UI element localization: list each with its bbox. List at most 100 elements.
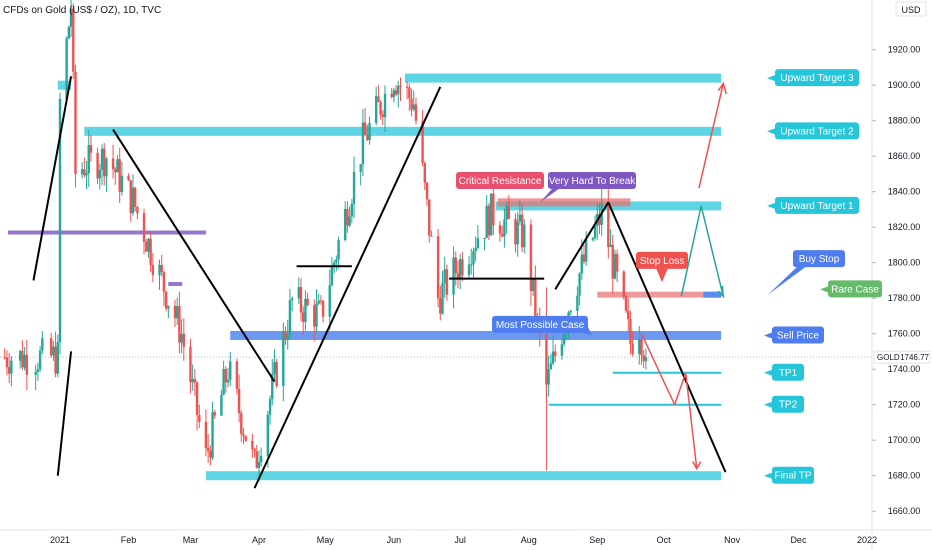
candle-body [474, 248, 477, 252]
critical-resistance-zone [497, 198, 631, 207]
sell-projection-1 [640, 333, 676, 406]
last-price-bg [873, 350, 931, 364]
candle-body [613, 253, 617, 279]
support-purple-zone [8, 230, 206, 235]
candle-body [220, 394, 223, 416]
candle-body [500, 234, 504, 237]
candle-body [19, 351, 22, 361]
final-tp-callout[interactable]: Final TP [764, 466, 814, 484]
critical-resistance-callout-label: Critical Resistance [459, 176, 542, 187]
price-tick-label: 1760.00 [888, 329, 921, 339]
candle-body [96, 152, 99, 179]
candle-body [162, 271, 166, 292]
rare-case-callout-pointer [820, 286, 828, 293]
candle-body [346, 208, 349, 226]
price-tick-label: 1780.00 [888, 293, 921, 303]
candle-body [551, 351, 555, 364]
time-tick-label: Feb [121, 535, 137, 545]
candle-body [105, 158, 108, 177]
tp2-callout[interactable]: TP2 [764, 395, 804, 413]
candle-body [118, 159, 121, 192]
symbol-title[interactable]: CFDs on Gold (US$ / OZ), 1D, TVC [3, 5, 161, 16]
candle-body [317, 300, 320, 304]
candle-body [213, 412, 216, 416]
candle-body [443, 269, 446, 284]
arrow-head-icon [717, 81, 728, 95]
candle-body [585, 239, 588, 262]
candle-body [328, 285, 331, 317]
candle-body [36, 369, 40, 372]
candle-body [193, 378, 197, 383]
very-hard-to-break-callout[interactable]: Very Hard To Break [540, 172, 636, 203]
candle-body [242, 434, 245, 436]
candle-body [58, 98, 62, 343]
candle-body [189, 346, 192, 383]
candle-body [275, 362, 278, 386]
price-tick-label: 1840.00 [888, 187, 921, 197]
critical-resistance-callout[interactable]: Critical Resistance [456, 172, 544, 190]
stop-loss-callout-bg [636, 251, 688, 269]
upward-target-2-callout[interactable]: Upward Target 2 [767, 122, 859, 140]
tp1-callout-pointer [764, 369, 772, 376]
candle-body [52, 346, 55, 356]
candle-body [240, 413, 243, 435]
stop-loss-zone [597, 291, 722, 298]
currency-badge-bg [895, 1, 927, 17]
candle-body [562, 332, 566, 345]
price-tick-label: 1700.00 [888, 435, 921, 445]
candle-body [580, 254, 583, 274]
candle-body [483, 237, 486, 239]
stop-loss-callout[interactable]: Stop Loss [636, 251, 688, 283]
candle-body [514, 218, 517, 245]
candle-body [131, 187, 135, 214]
candle-body [472, 251, 475, 265]
price-tick-label: 1820.00 [888, 222, 921, 232]
candle-body [299, 286, 303, 313]
buy-stop-zone [703, 291, 722, 298]
candle-body [452, 257, 455, 295]
candle-body [224, 369, 228, 383]
candle-body [282, 331, 285, 386]
candle-body [158, 264, 161, 276]
last-price-label[interactable]: GOLD 1746.77 [873, 350, 931, 364]
candle-body [209, 451, 212, 458]
candle-body [204, 421, 208, 449]
tp1-callout[interactable]: TP1 [764, 363, 804, 381]
candle-body [350, 203, 354, 217]
candle-body [622, 271, 625, 297]
candle-body [591, 238, 595, 240]
candle-body [136, 206, 139, 214]
trendline-down-feb [112, 129, 276, 383]
candle-body [151, 264, 155, 276]
sell-projection-3 [684, 372, 698, 469]
upward-target-3-callout[interactable]: Upward Target 3 [767, 69, 859, 87]
buy-stop-callout[interactable]: Buy Stop [768, 250, 845, 295]
candle-body [34, 371, 37, 375]
candle-body [167, 305, 170, 309]
time-tick-label: Jul [454, 535, 466, 545]
candle-body [69, 8, 73, 27]
rare-case-leg-2 [700, 205, 725, 297]
candle-body [534, 278, 537, 319]
candle-body [89, 145, 93, 153]
candle-body [467, 264, 471, 276]
upward-target-3-callout-pointer [767, 75, 775, 82]
rare-case-callout[interactable]: Rare Case [820, 280, 882, 298]
candle-body [332, 262, 336, 266]
sell-price-callout[interactable]: Sell Price [764, 326, 824, 344]
candle-body [428, 199, 431, 236]
candle-body [569, 310, 572, 313]
candle-body [302, 312, 305, 322]
candle-body [423, 163, 427, 183]
upward-target-1-callout[interactable]: Upward Target 1 [767, 196, 859, 214]
candle-body [206, 448, 210, 452]
currency-badge[interactable]: USD [895, 1, 927, 17]
most-possible-case-callout[interactable]: Most Possible Case [492, 315, 592, 336]
trendline-up-jan [56, 351, 73, 476]
stop-loss-callout-pointer [656, 267, 668, 283]
upward-target-3-zone [404, 73, 722, 83]
candle-body [145, 241, 148, 252]
candle-body [54, 346, 57, 374]
candle-body [222, 369, 225, 395]
